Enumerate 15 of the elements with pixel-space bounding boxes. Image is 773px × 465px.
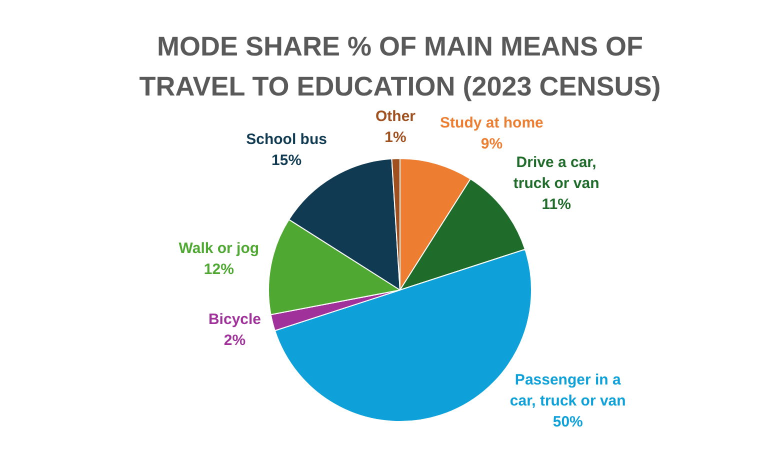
data-label: 11% [542,196,571,214]
data-label: 2% [224,332,246,350]
slice-label: Drive a car, truck or van [513,154,600,192]
data-label: 12% [204,261,234,278]
slice-label: Other [375,108,416,126]
slice-label: Study at home [440,114,544,132]
slice-label: Passenger in a car, truck or van [510,371,626,410]
data-label: 9% [480,136,503,153]
data-label: 1% [384,129,406,146]
slice-label: School bus [246,130,327,148]
slice-label: Walk or jog [178,240,260,258]
data-label: 50% [552,413,583,430]
slice-label: Bicycle [208,311,262,328]
chart-title: MODE SHARE % OF MAIN MEANS OF TRAVEL TO EDUCATION (2023 CENSUS) [139,31,661,102]
data-label: 15% [272,152,302,169]
